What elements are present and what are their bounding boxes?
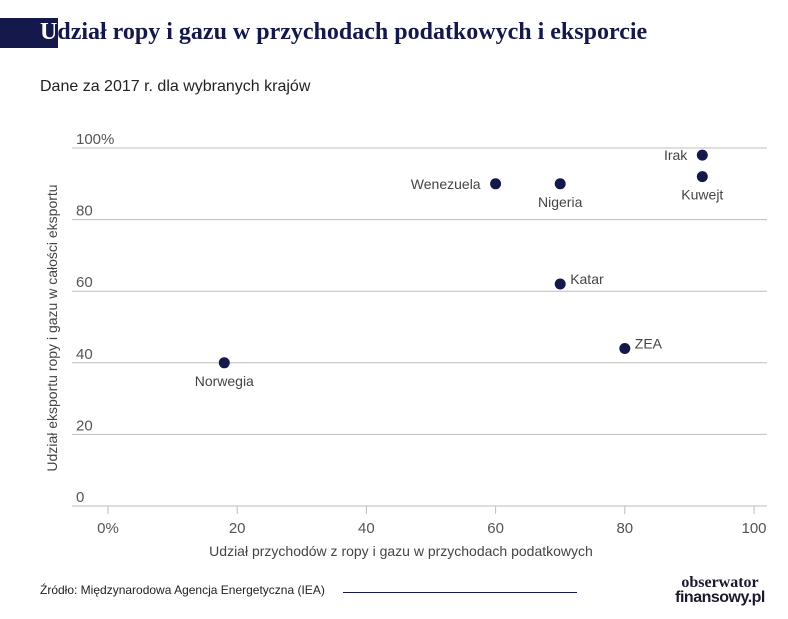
y-tick-label: 60 [76, 274, 93, 291]
x-tick-label: 80 [616, 520, 633, 537]
x-tick-label: 40 [358, 520, 375, 537]
logo-line-1: obserwator [681, 574, 759, 591]
point-label: Katar [570, 271, 604, 287]
data-point [619, 342, 631, 354]
y-tick-label: 80 [76, 203, 93, 220]
title-first-letter: U [40, 19, 58, 45]
point-label: Norwegia [195, 373, 254, 389]
y-tick-label: 0 [76, 489, 84, 506]
x-tick-label: 60 [487, 520, 504, 537]
x-tick-label: 0% [97, 520, 119, 537]
point-label: Irak [664, 147, 688, 163]
point-label: Nigeria [538, 194, 583, 210]
data-point [696, 149, 708, 161]
source-note: Źródło: Międzynarodowa Agencja Energetyc… [40, 583, 325, 597]
x-tick-label: 20 [229, 520, 246, 537]
title-text: dział ropy i gazu w przychodach podatkow… [57, 19, 648, 45]
y-tick-label: 100% [76, 131, 114, 148]
chart-title: Udział ropy i gazu w przychodach podatko… [40, 19, 647, 46]
data-point [218, 357, 230, 369]
logo-line-2: finansowy.pl [675, 589, 765, 606]
y-tick-label: 40 [76, 346, 93, 363]
point-label: Kuwejt [681, 187, 723, 203]
brand-logo: obserwator finansowy.pl [668, 574, 772, 606]
y-tick-label: 20 [76, 417, 93, 434]
chart-subtitle: Dane za 2017 r. dla wybranych krajów [40, 78, 311, 95]
data-point [490, 178, 502, 190]
title-accent-bar [0, 18, 58, 48]
data-point [554, 278, 566, 290]
x-axis-label: Udział przychodów z ropy i gazu w przych… [209, 543, 593, 559]
x-tick-label: 100 [741, 520, 766, 537]
y-axis-label: Udział eksportu ropy i gazu w całości ek… [44, 184, 60, 471]
point-label: ZEA [635, 335, 663, 351]
source-divider [343, 592, 577, 593]
point-label: Wenezuela [411, 176, 481, 192]
data-point [696, 171, 708, 183]
data-point [554, 178, 566, 190]
